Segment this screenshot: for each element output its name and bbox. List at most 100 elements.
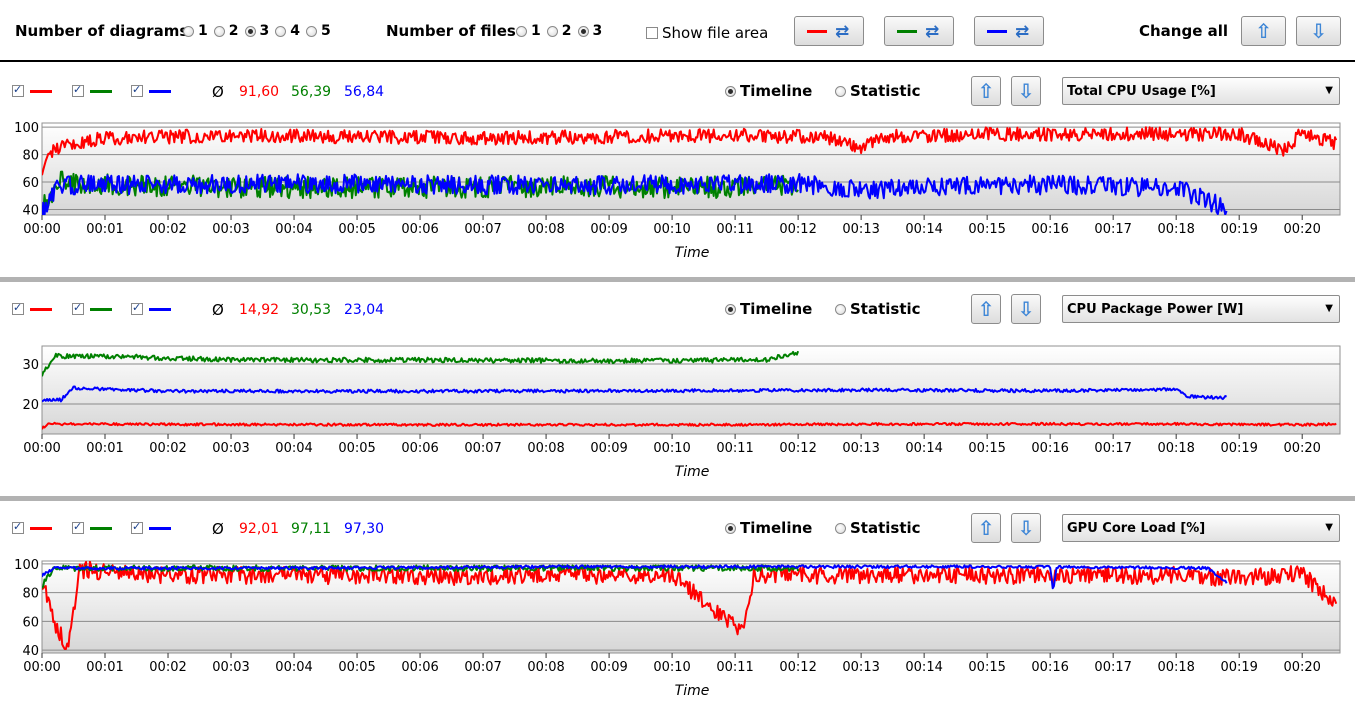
timeline-chart: 40 60 80 100 00:00 00:01 00:02 00:03 00:04 00:05 0… [14,558,1341,699]
metric-select[interactable]: GPU Core Load [%] ▼ [1062,514,1340,542]
legend-series-1-toggle[interactable] [12,83,52,97]
checkbox-checked-icon [12,520,24,534]
series-line-icon [90,526,112,530]
legend-series-3-toggle[interactable] [131,83,171,97]
move-diagram-up-button[interactable]: ⇧ [971,76,1001,106]
series-line-icon [30,89,52,93]
x-tick-label: 00:08 [527,441,564,456]
num-diagrams-option-4[interactable]: 4 [275,23,300,39]
swap-blue-button[interactable]: ⇄ [974,16,1044,46]
view-timeline-radio[interactable]: Timeline [725,82,812,100]
series-line-icon [149,89,171,93]
swap-icon: ⇄ [835,22,850,42]
swap-red-button[interactable]: ⇄ [794,16,864,46]
y-tick-label: 80 [22,149,39,164]
x-tick-label: 00:19 [1220,222,1257,237]
legend-series-1-toggle[interactable] [12,301,52,315]
x-tick-label: 00:05 [338,660,375,675]
x-tick-label: 00:04 [275,222,312,237]
arrow-down-icon: ⇩ [1017,297,1035,321]
num-files-option-3[interactable]: 3 [577,23,602,39]
average-symbol: Ø [212,301,224,319]
x-tick-label: 00:16 [1031,441,1068,456]
move-diagram-down-button[interactable]: ⇩ [1011,76,1041,106]
move-diagram-up-button[interactable]: ⇧ [971,513,1001,543]
legend-series-3-toggle[interactable] [131,301,171,315]
x-tick-label: 00:12 [779,660,816,675]
checkbox-checked-icon [72,520,84,534]
x-tick-label: 00:09 [590,660,627,675]
metric-select-value: CPU Package Power [W] [1067,302,1244,317]
legend-series-2-toggle[interactable] [72,301,112,315]
move-diagram-down-button[interactable]: ⇩ [1011,513,1041,543]
average-value-series-3: 56,84 [344,84,385,100]
move-diagram-up-button[interactable]: ⇧ [971,294,1001,324]
y-tick-label: 100 [14,121,39,136]
diagram-panel-1: Ø 91,60 56,39 56,84 Timeline Statistic ⇧ ⇩ Total… [0,64,1355,277]
x-tick-label: 00:19 [1220,660,1257,675]
series-line-icon [90,89,112,93]
series-3-line [42,564,1228,590]
num-diagrams-option-2[interactable]: 2 [213,23,239,39]
checkbox-icon [646,27,658,39]
x-tick-label: 00:09 [590,441,627,456]
series-1-line [42,421,1337,430]
show-file-area-checkbox[interactable]: Show file area [646,24,768,42]
num-diagrams-option-3[interactable]: 3 [244,23,269,39]
change-all-down-button[interactable]: ⇩ [1296,16,1341,46]
panel-splitter[interactable] [0,277,1355,282]
radio-icon [516,25,527,37]
radio-icon [275,25,287,37]
series-line-icon [30,526,52,530]
num-diagrams-option-5[interactable]: 5 [306,23,331,39]
radio-icon [546,25,558,37]
legend-series-2-toggle[interactable] [72,520,112,534]
radio-selected-icon [244,25,256,37]
series-line-icon [90,307,112,311]
view-timeline-radio[interactable]: Timeline [725,300,812,318]
red-line-icon [807,30,827,33]
radio-icon [835,522,846,534]
legend-series-2-toggle[interactable] [72,83,112,97]
swap-green-button[interactable]: ⇄ [884,16,954,46]
checkbox-checked-icon [12,83,24,97]
metric-select-value: GPU Core Load [%] [1067,521,1206,536]
legend-series-3-toggle[interactable] [131,520,171,534]
view-option-label: Statistic [850,300,921,318]
average-value-series-2: 30,53 [291,302,332,318]
panel-splitter[interactable] [0,496,1355,501]
x-tick-label: 00:01 [86,660,123,675]
view-timeline-radio[interactable]: Timeline [725,519,812,537]
arrow-down-icon: ⇩ [1310,19,1327,43]
num-diagrams-radio-group: 1 2 3 4 5 [183,23,337,39]
top-toolbar: Number of diagrams 1 2 3 4 5 Number of f… [0,0,1355,62]
move-diagram-down-button[interactable]: ⇩ [1011,294,1041,324]
num-files-option-1[interactable]: 1 [516,23,541,39]
metric-select[interactable]: CPU Package Power [W] ▼ [1062,295,1340,323]
num-diagrams-option-1[interactable]: 1 [183,23,208,39]
view-statistic-radio[interactable]: Statistic [835,519,921,537]
x-tick-label: 00:02 [149,441,186,456]
radio-selected-icon [725,522,736,534]
dropdown-caret-icon: ▼ [1325,522,1333,533]
radio-selected-icon [725,85,736,97]
average-value-series-3: 23,04 [344,302,385,318]
change-all-up-button[interactable]: ⇧ [1241,16,1286,46]
view-option-label: Statistic [850,82,921,100]
radio-selected-icon [577,25,589,37]
arrow-down-icon: ⇩ [1017,516,1035,540]
view-statistic-radio[interactable]: Statistic [835,82,921,100]
view-option-label: Timeline [740,300,813,318]
x-tick-label: 00:01 [86,441,123,456]
legend-series-1-toggle[interactable] [12,520,52,534]
view-statistic-radio[interactable]: Statistic [835,300,921,318]
metric-select[interactable]: Total CPU Usage [%] ▼ [1062,77,1340,105]
diagram-panel-3: Ø 92,01 97,11 97,30 Timeline Statistic ⇧ ⇩ GPU C… [0,501,1355,707]
num-files-option-2[interactable]: 2 [546,23,572,39]
series-1-line [42,561,1338,650]
x-tick-label: 00:11 [716,441,753,456]
y-tick-label: 30 [22,358,39,373]
num-diagrams-label: Number of diagrams [15,22,189,40]
num-files-radio-group: 1 2 3 [516,23,608,39]
average-value-series-1: 92,01 [239,521,280,537]
